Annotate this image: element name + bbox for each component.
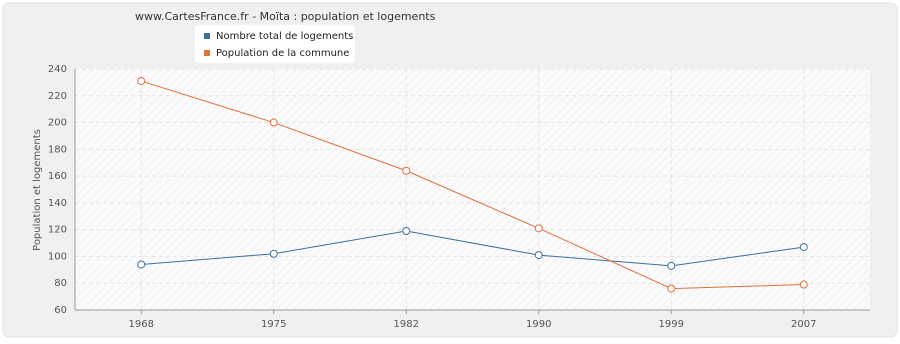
data-point [534, 224, 543, 233]
chart-title: www.CartesFrance.fr - Moïta : population… [135, 10, 436, 23]
y-tick-label: 80 [54, 278, 67, 289]
x-tick-label: 2007 [791, 319, 816, 330]
y-tick-label: 160 [48, 171, 67, 182]
x-tick-label: 1990 [526, 319, 551, 330]
data-point [137, 260, 146, 269]
y-tick-label: 220 [48, 91, 67, 102]
y-tick-label: 240 [48, 64, 67, 75]
y-tick-label: 120 [48, 225, 67, 236]
series-line [141, 80, 804, 290]
legend-label: Population de la commune [216, 48, 349, 59]
data-point [667, 284, 676, 293]
legend-label: Nombre total de logements [216, 31, 353, 42]
y-tick-label: 200 [48, 118, 67, 129]
x-tick-label: 1999 [659, 319, 684, 330]
x-tick-label: 1968 [129, 319, 154, 330]
data-point [534, 251, 543, 260]
legend-swatch [204, 33, 210, 39]
plot-area [75, 69, 870, 310]
legend [195, 25, 355, 63]
y-tick-label: 180 [48, 144, 67, 155]
legend-swatch [204, 50, 210, 56]
data-point [799, 243, 808, 252]
data-point [402, 227, 411, 236]
y-tick-label: 100 [48, 251, 67, 262]
y-tick-label: 60 [54, 305, 67, 316]
data-point [402, 166, 411, 175]
data-point [269, 249, 278, 258]
x-tick-label: 1982 [394, 319, 419, 330]
x-tick-label: 1975 [261, 319, 286, 330]
series-line [141, 230, 804, 267]
y-tick-label: 140 [48, 198, 67, 209]
data-point [799, 280, 808, 289]
y-axis-label: Population et logements [32, 129, 43, 251]
data-point [667, 261, 676, 270]
data-point [137, 77, 146, 86]
data-point [269, 118, 278, 127]
